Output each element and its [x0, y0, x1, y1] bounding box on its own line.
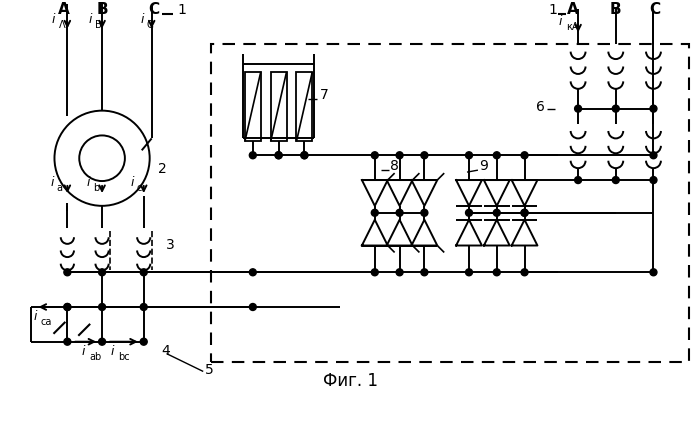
- Circle shape: [466, 209, 472, 216]
- Circle shape: [521, 152, 528, 159]
- Text: B: B: [97, 3, 108, 17]
- Text: ca: ca: [41, 317, 52, 327]
- Text: C: C: [649, 3, 660, 17]
- Circle shape: [466, 269, 472, 276]
- Circle shape: [396, 209, 403, 216]
- Circle shape: [650, 177, 657, 184]
- Circle shape: [64, 303, 71, 311]
- Circle shape: [494, 152, 500, 159]
- Text: Λ: Λ: [58, 20, 65, 30]
- Circle shape: [494, 209, 500, 216]
- Circle shape: [421, 269, 428, 276]
- Text: $i$: $i$: [81, 344, 87, 357]
- Text: $i$: $i$: [130, 175, 135, 189]
- Text: $i$: $i$: [86, 175, 92, 189]
- Text: кА: кА: [566, 22, 579, 32]
- Circle shape: [650, 152, 657, 159]
- Circle shape: [301, 152, 308, 159]
- Text: $i$: $i$: [110, 344, 116, 357]
- Text: C: C: [147, 20, 153, 30]
- Text: b: b: [93, 183, 99, 193]
- Text: 4: 4: [162, 344, 170, 357]
- Text: 3: 3: [165, 239, 174, 253]
- Text: Фиг. 1: Фиг. 1: [323, 372, 377, 390]
- Circle shape: [612, 105, 620, 112]
- Text: A: A: [567, 3, 579, 17]
- Circle shape: [64, 338, 71, 345]
- Text: 1: 1: [177, 3, 186, 17]
- Text: B: B: [95, 20, 102, 30]
- Circle shape: [371, 152, 378, 159]
- Circle shape: [64, 303, 71, 311]
- Circle shape: [99, 338, 106, 345]
- Circle shape: [99, 303, 106, 311]
- Circle shape: [494, 269, 500, 276]
- Text: 9: 9: [479, 159, 488, 173]
- Text: A: A: [57, 3, 69, 17]
- Circle shape: [249, 269, 256, 276]
- Circle shape: [371, 269, 378, 276]
- Text: ab: ab: [89, 351, 102, 362]
- Circle shape: [249, 152, 256, 159]
- Text: bc: bc: [118, 351, 130, 362]
- Circle shape: [650, 269, 657, 276]
- Text: 7: 7: [320, 88, 329, 102]
- Circle shape: [421, 152, 428, 159]
- Text: 2: 2: [158, 162, 167, 176]
- Text: 8: 8: [390, 159, 398, 173]
- Text: B: B: [610, 3, 622, 17]
- Circle shape: [371, 209, 378, 216]
- Bar: [296, 72, 312, 141]
- Text: c: c: [136, 183, 142, 193]
- Text: 1: 1: [549, 3, 558, 17]
- Circle shape: [275, 152, 282, 159]
- Text: $i$: $i$: [559, 14, 564, 29]
- Circle shape: [275, 152, 282, 159]
- Text: $i$: $i$: [33, 309, 38, 323]
- Text: $i$: $i$: [52, 12, 57, 26]
- Circle shape: [64, 269, 71, 276]
- Circle shape: [575, 177, 582, 184]
- Bar: [271, 72, 286, 141]
- Bar: [245, 72, 260, 141]
- Circle shape: [301, 152, 308, 159]
- Circle shape: [396, 152, 403, 159]
- Circle shape: [521, 209, 528, 216]
- Circle shape: [249, 303, 256, 311]
- Circle shape: [521, 269, 528, 276]
- Circle shape: [421, 209, 428, 216]
- Text: C: C: [148, 3, 159, 17]
- Circle shape: [575, 105, 582, 112]
- Text: 6: 6: [536, 100, 545, 114]
- Circle shape: [521, 209, 528, 216]
- Text: 5: 5: [205, 363, 214, 377]
- Circle shape: [466, 152, 472, 159]
- Text: a: a: [57, 183, 62, 193]
- Text: $i$: $i$: [50, 175, 55, 189]
- Circle shape: [612, 177, 620, 184]
- Circle shape: [99, 269, 106, 276]
- Circle shape: [650, 105, 657, 112]
- Circle shape: [140, 303, 147, 311]
- Text: $i$: $i$: [140, 12, 145, 26]
- Circle shape: [140, 338, 147, 345]
- Text: $i$: $i$: [88, 12, 94, 26]
- Circle shape: [140, 269, 147, 276]
- Circle shape: [396, 269, 403, 276]
